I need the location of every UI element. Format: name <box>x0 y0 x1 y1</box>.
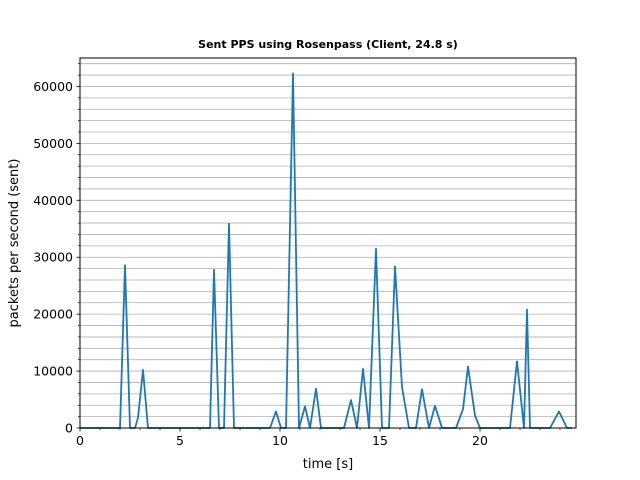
x-tick-label: 0 <box>76 433 84 448</box>
x-tick-label: 20 <box>472 433 488 448</box>
x-tick-label: 15 <box>372 433 388 448</box>
y-tick-label: 30000 <box>33 250 73 265</box>
y-tick-label: 50000 <box>33 136 73 151</box>
plot-frame <box>79 57 577 429</box>
x-tick-label: 10 <box>272 433 288 448</box>
x-axis-ticks: 0 5 10 15 20 <box>76 428 561 448</box>
x-axis-label: time [s] <box>303 457 353 472</box>
x-tick-label: 5 <box>176 433 184 448</box>
y-axis-label: packets per second (sent) <box>7 159 22 328</box>
y-tick-label: 0 <box>65 421 73 436</box>
y-axis-ticks: 0 10000 20000 30000 40000 50000 60000 <box>33 63 80 436</box>
y-tick-label: 40000 <box>33 193 73 208</box>
y-tick-label: 20000 <box>33 307 73 322</box>
chart-title: Sent PPS using Rosenpass (Client, 24.8 s… <box>198 38 458 51</box>
y-tick-label: 60000 <box>33 79 73 94</box>
y-tick-label: 10000 <box>33 364 73 379</box>
grid-lines <box>80 63 576 418</box>
